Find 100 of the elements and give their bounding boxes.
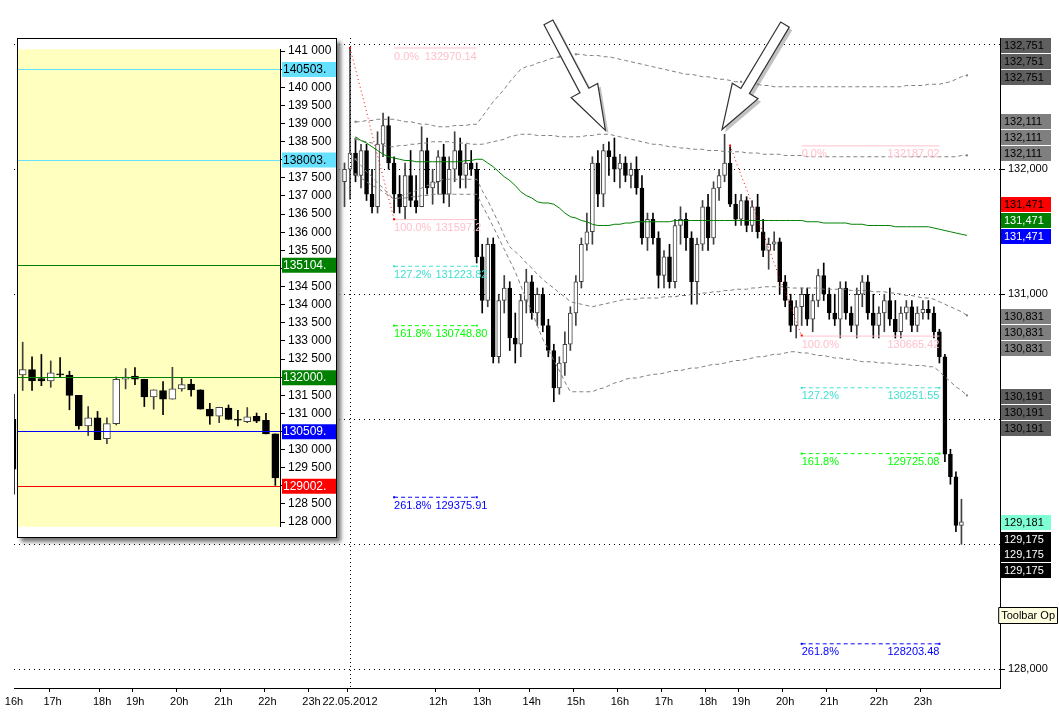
- candlestick: [755, 193, 760, 239]
- x-tick-label: 20h: [170, 694, 189, 707]
- x-tick-label: 17h: [654, 694, 674, 707]
- y-tick-label: 134 000: [288, 296, 332, 311]
- candlestick: [590, 156, 595, 245]
- point: [393, 218, 396, 221]
- point: [965, 74, 968, 77]
- candlestick: [722, 133, 727, 183]
- y-tick-label: 141 000: [288, 43, 332, 58]
- point: [729, 144, 732, 147]
- annotation: 127.2%: [801, 389, 840, 402]
- text: 132,751: [1004, 71, 1044, 84]
- candlestick: [623, 156, 628, 183]
- annotation: 132187.02: [887, 147, 940, 160]
- y-tick-label: 132,000: [1008, 162, 1048, 175]
- text: 130,191: [1004, 390, 1044, 403]
- annotation: 128203.48: [887, 645, 940, 658]
- candlestick: [557, 356, 562, 395]
- candlestick: [893, 300, 898, 339]
- x-tick-label: 22.05.2012: [322, 694, 378, 707]
- text: 132,111: [1004, 131, 1043, 144]
- text: 130,191: [1004, 422, 1044, 435]
- candlestick: [915, 306, 920, 333]
- annotation: 130251.55: [887, 389, 940, 402]
- ref-line-label: 140503.: [283, 62, 327, 77]
- x-tick-label: 22h: [869, 694, 888, 707]
- text: 130,831: [1004, 342, 1044, 355]
- y-tick-label: 133 000: [288, 333, 332, 348]
- candlestick: [375, 131, 380, 214]
- annotation: 161.8%: [801, 455, 840, 468]
- point: [475, 265, 478, 268]
- text: 129,175: [1004, 564, 1044, 577]
- text: 131,471: [1004, 198, 1044, 211]
- candlestick: [678, 206, 683, 245]
- x-tick-label: 17h: [43, 694, 62, 707]
- annotation: 132970.14: [424, 49, 477, 62]
- candlestick: [777, 237, 782, 295]
- point: [938, 386, 941, 389]
- candlestick: [430, 168, 435, 205]
- y-tick-label: 129 500: [288, 460, 332, 475]
- text: 132,111: [1004, 115, 1043, 128]
- y-tick-label: 130 000: [288, 441, 332, 456]
- x-tick-label: 16h: [4, 694, 24, 707]
- candlestick: [711, 181, 716, 245]
- candlestick: [545, 318, 551, 358]
- candlestick: [419, 126, 424, 208]
- text: 129,175: [1004, 533, 1044, 546]
- point: [965, 314, 968, 317]
- candlestick: [904, 300, 909, 320]
- point: [800, 386, 803, 389]
- point: [800, 642, 803, 645]
- annotation: 261.8%: [394, 498, 432, 511]
- annotation: 129725.08: [887, 455, 940, 468]
- point: [740, 80, 743, 83]
- y-tick-label: 136 500: [288, 206, 332, 221]
- x-tick-label: 14h: [522, 694, 541, 707]
- point: [475, 324, 478, 327]
- x-tick-label: 18h: [92, 694, 112, 707]
- candlestick: [441, 143, 446, 204]
- point: [574, 53, 577, 56]
- point: [393, 324, 396, 327]
- point: [354, 120, 357, 123]
- annotation: 100.0%: [394, 221, 432, 234]
- point: [354, 138, 357, 141]
- point: [393, 496, 396, 499]
- candlestick: [733, 193, 738, 226]
- point: [475, 496, 478, 499]
- y-tick-label: 140 000: [288, 79, 332, 94]
- ref-line-label: 129002.: [283, 479, 327, 494]
- y-tick-label: 139 500: [288, 97, 332, 112]
- y-tick-label: 128,000: [1008, 662, 1048, 675]
- y-tick-label: 131 500: [288, 387, 332, 402]
- y-tick-label: 137 500: [288, 170, 332, 185]
- text: 129,175: [1004, 548, 1044, 561]
- point: [938, 642, 941, 645]
- y-tick-label: 133 500: [288, 315, 332, 330]
- candlestick: [568, 306, 573, 351]
- point: [965, 154, 968, 157]
- candlestick: [771, 231, 777, 251]
- annotation: 0.0%: [801, 147, 827, 160]
- x-tick-label: 23h: [302, 694, 321, 707]
- x-tick-label: 13h: [473, 694, 492, 707]
- x-tick-label: 21h: [820, 694, 839, 707]
- y-tick-label: 137 000: [288, 188, 332, 203]
- text: 132,751: [1004, 55, 1044, 68]
- y-tick-label: 132 500: [288, 351, 332, 366]
- y-tick-label: 138 500: [288, 133, 332, 148]
- y-tick-label: 135 500: [288, 242, 332, 257]
- candlestick: [959, 498, 964, 545]
- y-tick-label: 128 500: [288, 496, 332, 511]
- point: [800, 334, 803, 337]
- candlestick: [601, 143, 606, 208]
- candlestick: [832, 293, 838, 326]
- annotation: 127.2%: [394, 267, 432, 280]
- annotation: 161.8%: [394, 327, 432, 340]
- x-tick-label: 12h: [428, 694, 448, 707]
- annotation: 0.0%: [394, 49, 420, 62]
- ref-line-label: 138003.: [283, 152, 327, 167]
- point: [938, 452, 941, 455]
- candlestick: [342, 162, 347, 208]
